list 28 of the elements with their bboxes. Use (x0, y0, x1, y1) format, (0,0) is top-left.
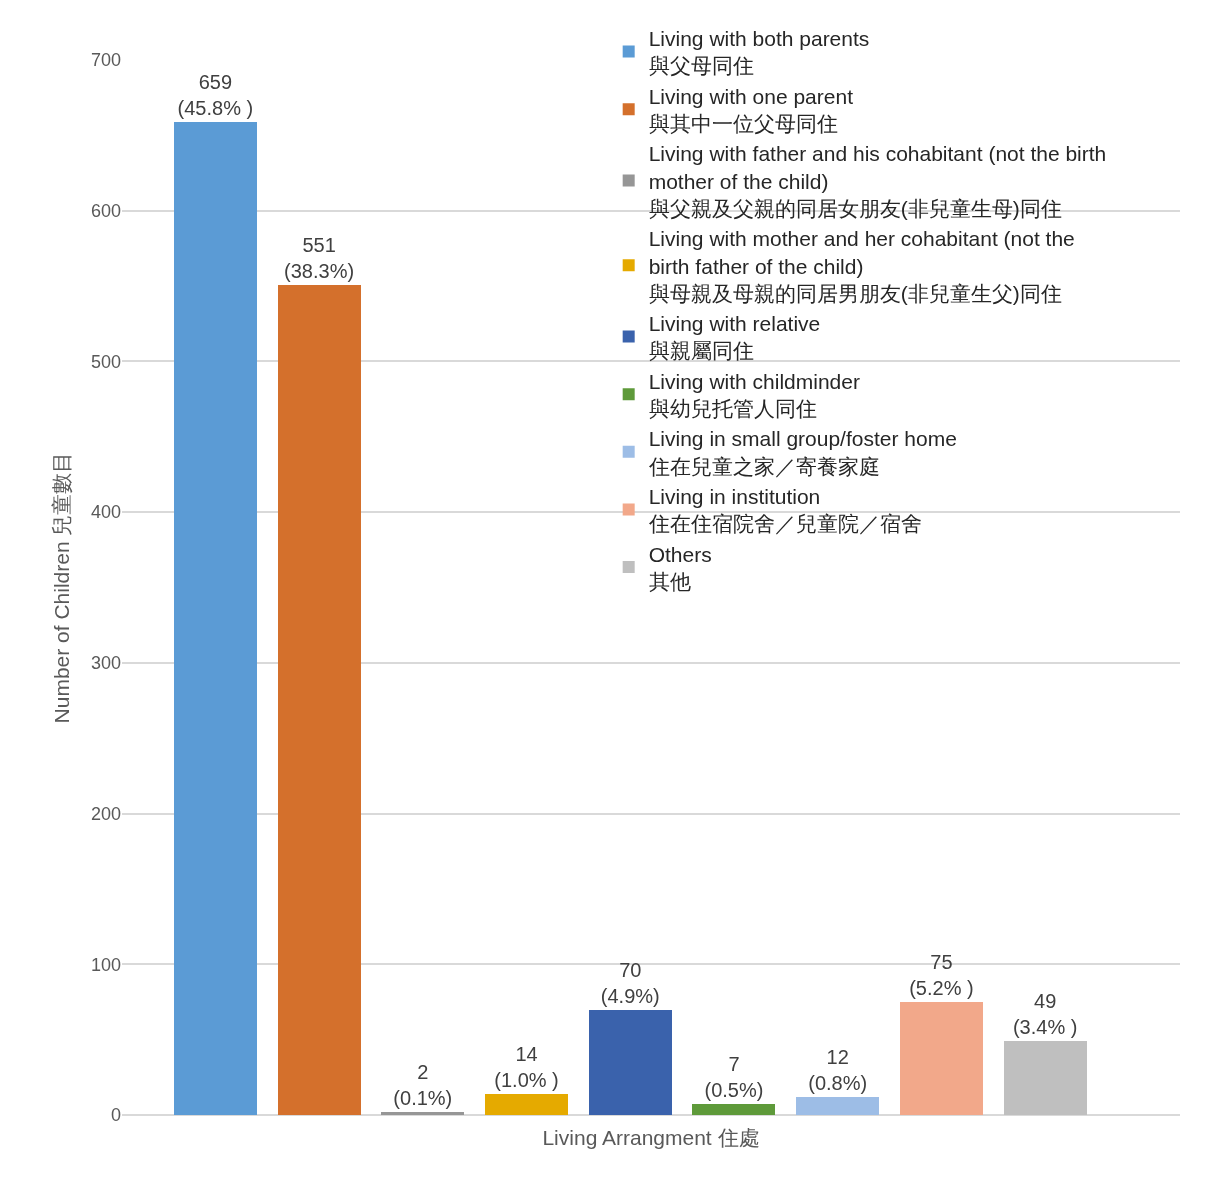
legend-label: Living with mother and her cohabitant (not the birth father of the child) 與母親及母親的同居男朋友(非兒童生父)同住 (648, 227, 1075, 305)
legend-label: Living in small group/foster home 住在兒童之家／寄養家庭 (647, 427, 957, 478)
y-tick-label: 0 (110, 1105, 121, 1126)
legend-label: Living with one parent 與其中一位父母同住 (648, 84, 854, 136)
y-tick-label: 700 (90, 50, 121, 71)
data-label: 551 (38.3%) (284, 233, 355, 282)
legend-label: Living with father and his cohabitant (not the birth mother of the child) 與父親及父親的同居女朋友(非兒童生母)同住 (648, 142, 1107, 220)
legend-label: Living with relative 與親屬同住 (648, 312, 821, 363)
data-label: 12 (0.8%) (808, 1045, 868, 1094)
data-label: 70 (4.9%) (600, 958, 660, 1007)
data-label: 14 (1.0% ) (494, 1042, 559, 1091)
y-tick-label: 500 (90, 351, 121, 372)
data-label: 7 (0.5%) (704, 1053, 764, 1102)
legend-label: Living with childminder 與幼兒托管人同住 (648, 369, 860, 421)
data-label: 75 (5.2% ) (909, 950, 974, 999)
legend-label: Others 其他 (648, 542, 712, 593)
y-axis-title: Number of Children 兒童數目 (50, 451, 74, 724)
legend-label: Living in institution 住在住宿院舍／兒童院／宿舍 (647, 484, 922, 536)
y-tick-label: 400 (90, 502, 121, 523)
data-label: 659 (45.8% ) (177, 70, 254, 119)
legend-label: Living with both parents 與父母同住 (648, 27, 870, 78)
x-axis-title: Living Arrangment 住處 (542, 1126, 760, 1150)
y-tick-label: 200 (90, 803, 121, 824)
data-label: 2 (0.1%) (393, 1060, 453, 1109)
y-tick-label: 300 (90, 653, 121, 674)
y-tick-label: 100 (90, 954, 121, 975)
data-label: 49 (3.4% ) (1012, 990, 1078, 1039)
y-tick-label: 600 (90, 201, 121, 222)
